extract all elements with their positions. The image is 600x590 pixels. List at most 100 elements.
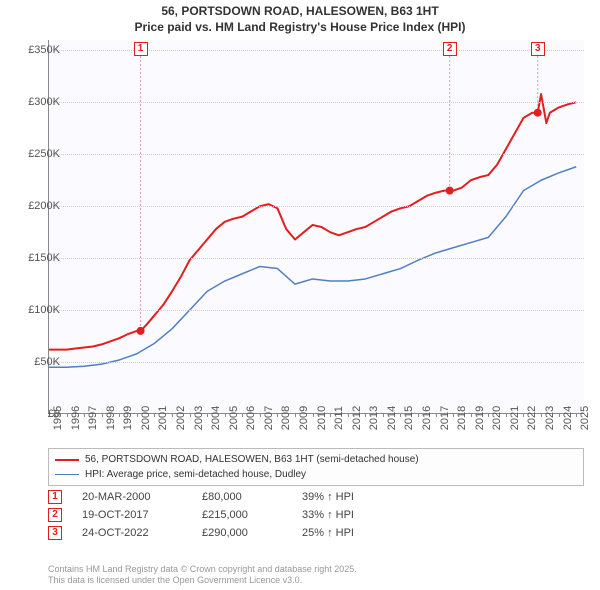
series-line <box>49 167 576 368</box>
gridline <box>49 154 584 155</box>
x-tick <box>84 413 85 417</box>
sales-row: 2 19-OCT-2017 £215,000 33% ↑ HPI <box>48 508 402 522</box>
x-tick-label: 2008 <box>280 406 292 430</box>
x-tick <box>67 413 68 417</box>
x-tick-label: 2011 <box>333 406 345 430</box>
footer-attribution: Contains HM Land Registry data © Crown c… <box>48 564 357 586</box>
x-tick <box>453 413 454 417</box>
x-tick <box>506 413 507 417</box>
footer-line: Contains HM Land Registry data © Crown c… <box>48 564 357 575</box>
series-line <box>49 94 576 350</box>
x-tick <box>348 413 349 417</box>
y-tick-label: £200K <box>10 200 60 212</box>
x-tick <box>260 413 261 417</box>
legend-label: 56, PORTSDOWN ROAD, HALESOWEN, B63 1HT (… <box>85 452 419 467</box>
x-tick <box>400 413 401 417</box>
chart-container: 56, PORTSDOWN ROAD, HALESOWEN, B63 1HT P… <box>0 0 600 590</box>
x-tick-label: 2012 <box>351 406 363 430</box>
gridline <box>49 206 584 207</box>
x-tick <box>313 413 314 417</box>
x-tick <box>102 413 103 417</box>
x-tick-label: 2005 <box>228 406 240 430</box>
x-tick <box>488 413 489 417</box>
x-tick <box>436 413 437 417</box>
x-tick-label: 2025 <box>579 406 591 430</box>
sale-diff: 25% ↑ HPI <box>302 527 402 539</box>
legend-row: HPI: Average price, semi-detached house,… <box>55 467 577 482</box>
chart-svg <box>49 40 584 413</box>
x-tick-label: 2019 <box>474 406 486 430</box>
x-tick-label: 2023 <box>544 406 556 430</box>
x-tick <box>295 413 296 417</box>
title-line-1: 56, PORTSDOWN ROAD, HALESOWEN, B63 1HT <box>0 4 600 20</box>
sale-marker-icon: 1 <box>48 490 62 504</box>
sales-row: 1 20-MAR-2000 £80,000 39% ↑ HPI <box>48 490 402 504</box>
x-tick <box>207 413 208 417</box>
x-tick-label: 1995 <box>52 406 64 430</box>
sale-price: £290,000 <box>202 527 282 539</box>
title-block: 56, PORTSDOWN ROAD, HALESOWEN, B63 1HT P… <box>0 0 600 37</box>
x-tick-label: 2024 <box>562 406 574 430</box>
x-tick-label: 1997 <box>87 406 99 430</box>
footer-line: This data is licensed under the Open Gov… <box>48 575 357 586</box>
x-tick-label: 1999 <box>122 406 134 430</box>
sales-row: 3 24-OCT-2022 £290,000 25% ↑ HPI <box>48 526 402 540</box>
sale-marker-dot <box>534 109 542 117</box>
x-tick-label: 2002 <box>175 406 187 430</box>
sale-marker-dot <box>446 187 454 195</box>
legend-box: 56, PORTSDOWN ROAD, HALESOWEN, B63 1HT (… <box>48 448 584 486</box>
sale-marker-dot <box>137 327 145 335</box>
x-tick-label: 2014 <box>386 406 398 430</box>
chart-plot-area: 123 <box>48 40 584 414</box>
sale-price: £80,000 <box>202 491 282 503</box>
sale-date: 19-OCT-2017 <box>82 509 182 521</box>
x-tick <box>559 413 560 417</box>
sale-diff: 33% ↑ HPI <box>302 509 402 521</box>
y-tick-label: £100K <box>10 304 60 316</box>
legend-row: 56, PORTSDOWN ROAD, HALESOWEN, B63 1HT (… <box>55 452 577 467</box>
legend-swatch <box>55 474 79 475</box>
sale-date: 20-MAR-2000 <box>82 491 182 503</box>
x-tick <box>523 413 524 417</box>
x-tick-label: 1998 <box>105 406 117 430</box>
title-line-2: Price paid vs. HM Land Registry's House … <box>0 20 600 36</box>
x-tick-label: 2001 <box>157 406 169 430</box>
x-tick-label: 1996 <box>70 406 82 430</box>
x-tick <box>541 413 542 417</box>
x-tick-label: 2018 <box>456 406 468 430</box>
gridline <box>49 310 584 311</box>
x-tick-label: 2020 <box>491 406 503 430</box>
x-tick-label: 2003 <box>193 406 205 430</box>
gridline <box>49 362 584 363</box>
x-tick <box>330 413 331 417</box>
x-tick-label: 2021 <box>509 406 521 430</box>
gridline <box>49 50 584 51</box>
x-tick <box>383 413 384 417</box>
x-tick <box>190 413 191 417</box>
x-tick <box>137 413 138 417</box>
x-tick-label: 2010 <box>316 406 328 430</box>
gridline <box>49 102 584 103</box>
legend-swatch <box>55 459 79 461</box>
gridline <box>49 258 584 259</box>
x-tick-label: 2004 <box>210 406 222 430</box>
x-tick-label: 2017 <box>439 406 451 430</box>
x-tick <box>154 413 155 417</box>
x-tick <box>225 413 226 417</box>
x-tick <box>172 413 173 417</box>
y-tick-label: £350K <box>10 44 60 56</box>
sale-price: £215,000 <box>202 509 282 521</box>
x-tick-label: 2013 <box>368 406 380 430</box>
x-tick <box>365 413 366 417</box>
x-tick-label: 2009 <box>298 406 310 430</box>
x-tick <box>119 413 120 417</box>
x-tick-label: 2016 <box>421 406 433 430</box>
sale-diff: 39% ↑ HPI <box>302 491 402 503</box>
x-tick-label: 2015 <box>403 406 415 430</box>
x-tick <box>242 413 243 417</box>
sale-marker-icon: 3 <box>48 526 62 540</box>
x-tick <box>418 413 419 417</box>
legend-label: HPI: Average price, semi-detached house,… <box>85 467 306 482</box>
x-tick <box>576 413 577 417</box>
x-tick-label: 2006 <box>245 406 257 430</box>
